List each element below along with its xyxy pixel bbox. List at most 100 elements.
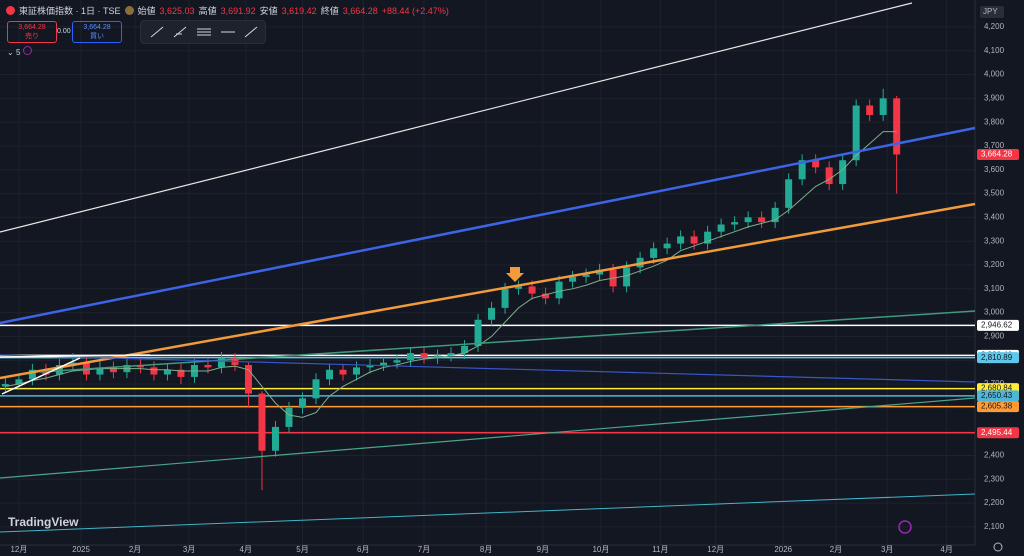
candle-body [893, 98, 901, 155]
candle-body [298, 398, 306, 408]
candle-body [744, 217, 752, 223]
symbol: 東証株価指数 · 1日 · TSE [19, 6, 121, 16]
candle-body [434, 355, 442, 358]
x-tick-label: 10月 [592, 545, 609, 554]
x-tick-label: 2026 [774, 545, 792, 554]
price-tag [977, 148, 1019, 160]
price-tag-label: 2,810.89 [981, 353, 1013, 362]
candle-body [866, 105, 874, 115]
trendlines [0, 2, 976, 533]
candle-body [731, 222, 739, 225]
ohlc-value: 3,619.42 [281, 5, 317, 16]
x-tick-label: 9月 [537, 545, 549, 554]
candle-body [380, 362, 388, 365]
candle-body [258, 393, 266, 451]
candle-body [285, 407, 293, 427]
trendline [0, 126, 976, 325]
ohlc-value: 3,691.92 [220, 5, 256, 16]
candle-body [785, 179, 793, 208]
candle-body [528, 286, 536, 294]
change: +88.44 (+2.47%) [381, 5, 449, 16]
x-tick-label: 4月 [940, 545, 952, 554]
x-tick-label: 4月 [240, 545, 252, 554]
price-tag-label: 2,495.44 [981, 428, 1013, 437]
moving-average [5, 131, 897, 418]
currency: JPY [983, 7, 998, 16]
y-tick-label: 2,200 [984, 498, 1005, 507]
drawing-toolbar [140, 20, 266, 44]
buy-label: 買い [90, 33, 104, 40]
candle-body [771, 207, 779, 223]
candle-body [366, 365, 374, 368]
y-tick-label: 3,900 [984, 93, 1005, 102]
x-tick-label: 7月 [418, 545, 430, 554]
trendline [39, 310, 976, 373]
x-tick-label: 8月 [480, 545, 492, 554]
indicator-icon [22, 46, 32, 55]
x-tick-label: 12月 [707, 545, 724, 554]
price-tag [977, 319, 1019, 331]
y-tick-label: 3,600 [984, 165, 1005, 174]
y-tick-label: 2,400 [984, 451, 1005, 460]
candle-body [663, 243, 671, 249]
candle-body [582, 274, 590, 277]
x-tick-label: 6月 [357, 545, 369, 554]
candle-body [1, 384, 9, 387]
y-tick-label: 3,000 [984, 308, 1005, 317]
price-tag [977, 401, 1019, 413]
candle-body [542, 293, 550, 299]
price-tag [977, 427, 1019, 439]
price-tag [977, 390, 1019, 402]
candle-body [623, 267, 631, 287]
price-tag-label: 2,946.62 [981, 320, 1013, 329]
indicator-period: 5 [15, 48, 21, 57]
y-tick-label: 4,000 [984, 70, 1005, 79]
candle-body [177, 369, 185, 377]
trendline [0, 202, 976, 380]
candle-body [852, 105, 860, 161]
trendline [0, 397, 976, 479]
candle-body [812, 160, 820, 168]
candle-body [825, 167, 833, 185]
x-tick-label: 3月 [881, 545, 893, 554]
x-tick-label: 11月 [652, 545, 668, 554]
candle-body [717, 224, 725, 232]
sell-button[interactable]: 3,664.28 売り [7, 21, 57, 43]
toolbar-icons [150, 26, 258, 38]
buy-button[interactable]: 3,664.28 買い [72, 21, 122, 43]
candle-body [879, 98, 887, 115]
y-tick-label: 3,700 [984, 141, 1005, 150]
candle-body [28, 369, 36, 380]
y-tick-label: 3,500 [984, 189, 1005, 198]
currency-box[interactable] [980, 6, 1004, 18]
x-tick-label: 2月 [830, 545, 842, 554]
settings-icon[interactable] [993, 542, 1003, 552]
ohlc-label: 安値 [259, 6, 278, 16]
indicator-legend[interactable]: ⌄ 5 [7, 46, 32, 57]
candle-body [461, 345, 469, 354]
candle-body [353, 367, 361, 375]
price-tag-label: 2,605.38 [981, 402, 1013, 411]
trendline [0, 354, 976, 383]
candle-body [163, 369, 171, 375]
symbol-header: 東証株価指数 · 1日 · TSE 始値 3,625.03 高値 3,691.92 … [6, 4, 449, 17]
candle-body [407, 353, 415, 361]
y-tick-label: 4,100 [984, 46, 1005, 55]
candle-body [501, 288, 509, 308]
alert-icon[interactable] [898, 520, 912, 534]
candle-body [109, 367, 117, 373]
trendline [0, 354, 151, 358]
candle-body [96, 367, 104, 375]
candle-body [55, 365, 63, 375]
arrow-marker [506, 267, 524, 282]
ohlc-value: 3,625.03 [159, 5, 195, 16]
ohlc-label: 終値 [320, 6, 339, 16]
candle-body [515, 286, 523, 289]
trendline [0, 493, 976, 533]
candle-body [312, 379, 320, 399]
y-tick-label: 3,800 [984, 117, 1005, 126]
price-tag [977, 352, 1019, 364]
y-tick-label: 4,200 [984, 22, 1005, 31]
